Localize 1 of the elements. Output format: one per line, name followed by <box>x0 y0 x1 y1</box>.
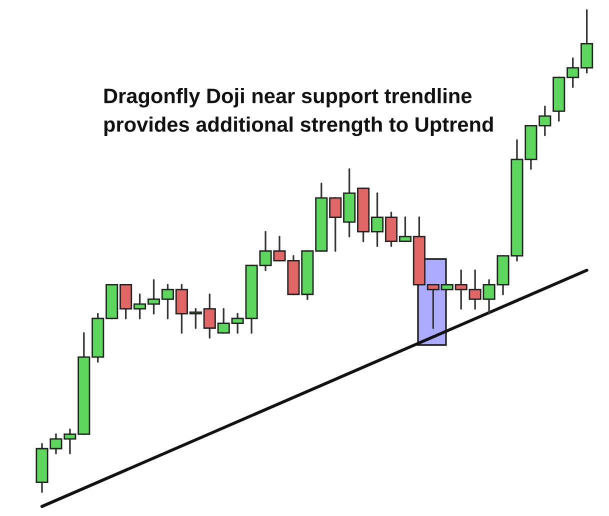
annotation: Dragonfly Doji near support trendline provides additional strength to Uptrend <box>104 88 493 136</box>
